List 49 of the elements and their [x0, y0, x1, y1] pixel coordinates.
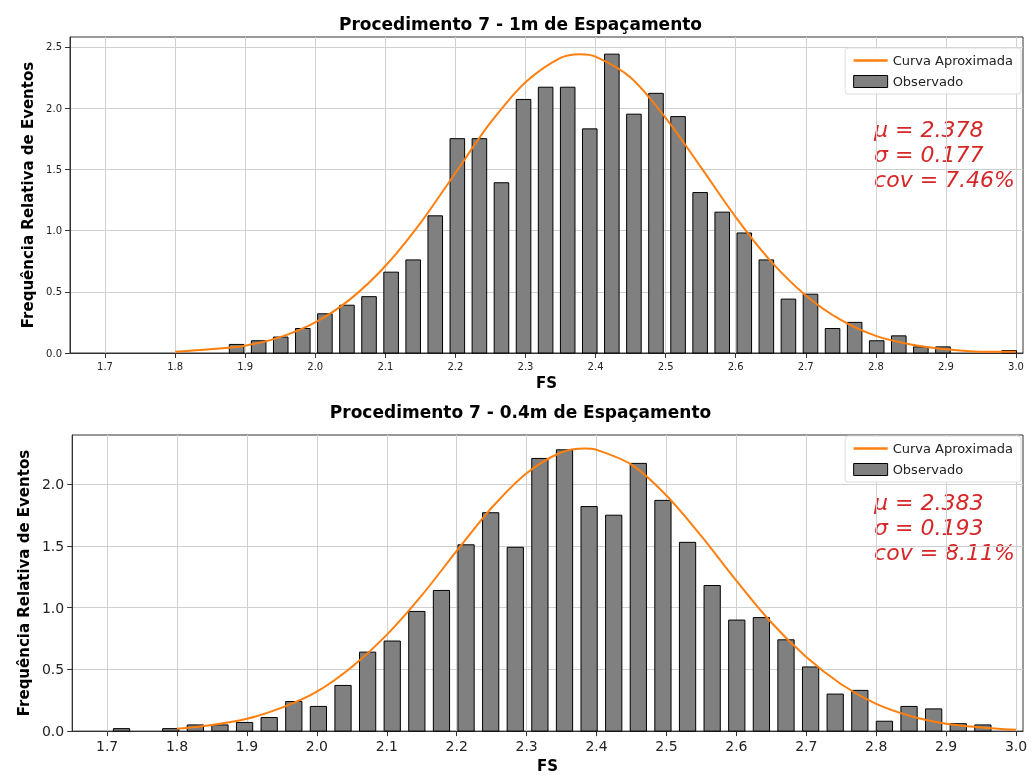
- y-tick-label: 1.5: [41, 538, 65, 555]
- x-tick-label: 2.6: [727, 360, 744, 372]
- x-tick-label: 2.5: [657, 360, 674, 372]
- x-tick-label: 2.4: [587, 360, 604, 372]
- y-tick-label: 0.0: [46, 347, 62, 359]
- x-tick-label: 1.9: [237, 360, 254, 372]
- x-tick-label: 2.7: [795, 738, 818, 755]
- y-tick-label: 0.0: [41, 723, 65, 740]
- x-tick-label: 2.1: [377, 360, 394, 372]
- y-tick-label: 2.0: [41, 476, 65, 493]
- x-tick-label: 2.2: [447, 360, 464, 372]
- x-tick-label: 2.9: [934, 738, 958, 755]
- y-tick-label: 1.5: [46, 163, 62, 175]
- chart-title: Procedimento 7 - 0.4m de Espaçamento: [329, 401, 712, 422]
- x-tick-label: 2.3: [517, 360, 534, 372]
- y-tick-label: 0.5: [46, 286, 62, 298]
- x-tick-label: 2.6: [725, 738, 748, 755]
- x-tick-label: 2.7: [797, 360, 814, 372]
- chart-title: Procedimento 7 - 1m de Espaçamento: [338, 13, 703, 34]
- x-tick-label: 2.8: [867, 360, 884, 372]
- y-tick-label: 2.0: [46, 102, 62, 114]
- x-tick-label: 2.3: [515, 738, 538, 755]
- y-axis-title: Frequência Relativa de Eventos: [18, 61, 37, 329]
- x-tick-label: 2.1: [375, 738, 398, 755]
- x-tick-label: 3.0: [1008, 360, 1024, 372]
- legend-label: Curva Aproximada: [892, 53, 1014, 68]
- x-tick-label: 1.7: [95, 738, 119, 755]
- y-tick-label: 1.0: [46, 225, 62, 237]
- x-tick-label: 1.7: [97, 360, 113, 372]
- y-tick-label: 1.0: [41, 599, 65, 616]
- x-tick-label: 2.9: [937, 360, 954, 372]
- x-tick-label: 2.8: [865, 738, 888, 755]
- x-axis-title: FS: [537, 756, 559, 775]
- x-tick-label: 1.8: [167, 360, 184, 372]
- x-axis-title: FS: [535, 374, 558, 393]
- x-tick-label: 2.4: [585, 738, 608, 755]
- legend-label: Observado: [892, 74, 964, 89]
- x-tick-label: 3.0: [1004, 738, 1028, 755]
- legend-label: Curva Aproximada: [892, 441, 1014, 456]
- x-tick-label: 1.9: [235, 738, 259, 755]
- x-tick-label: 2.2: [445, 738, 468, 755]
- legend-label: Observado: [892, 462, 964, 477]
- x-tick-label: 2.5: [655, 738, 678, 755]
- x-tick-label: 2.0: [307, 360, 324, 372]
- y-axis-title: Frequência Relativa de Eventos: [14, 449, 33, 717]
- y-tick-label: 2.5: [46, 41, 62, 53]
- y-tick-label: 0.5: [41, 661, 65, 678]
- x-tick-label: 1.8: [165, 738, 189, 755]
- x-tick-label: 2.0: [305, 738, 328, 755]
